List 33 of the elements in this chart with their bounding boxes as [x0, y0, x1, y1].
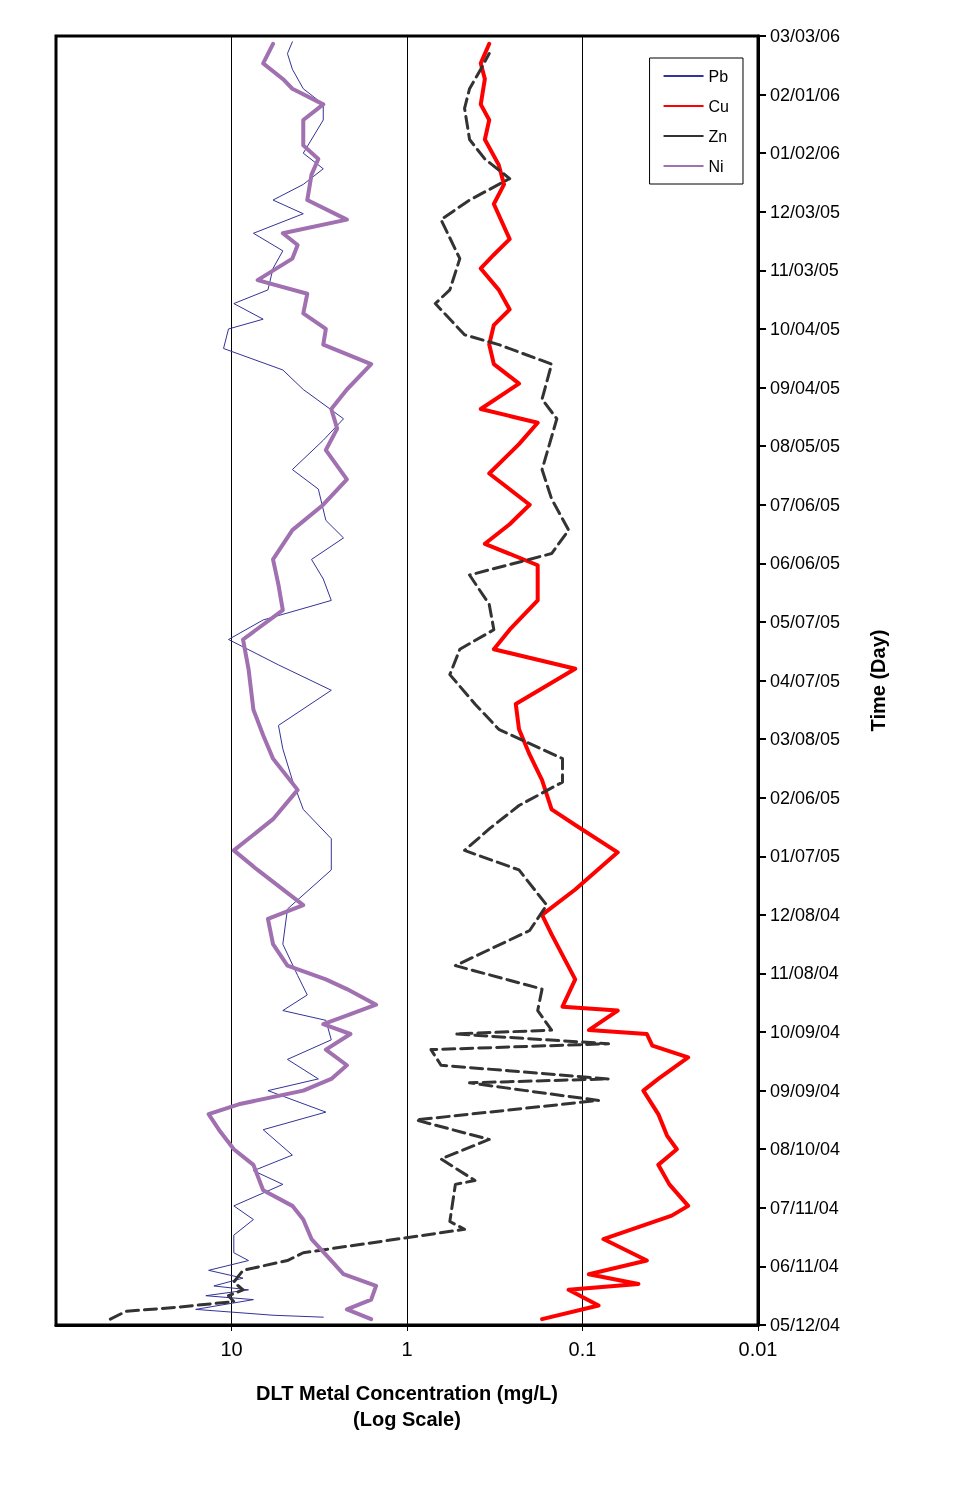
x-tick-label: 0.01 — [738, 1338, 778, 1360]
y-tick-label: 10/09/04 — [770, 1022, 841, 1043]
x-tick-label: 0.1 — [568, 1338, 597, 1360]
y-tick-label: 09/04/05 — [770, 377, 841, 398]
y-tick-label: 09/09/04 — [770, 1080, 841, 1101]
y-tick-label: 02/01/06 — [770, 84, 841, 105]
legend-label: Ni — [708, 157, 724, 175]
y-tick-label: 06/11/04 — [770, 1256, 839, 1277]
x-tick-label: 10 — [220, 1338, 243, 1360]
y-tick-label: 04/07/05 — [770, 670, 841, 691]
y-tick-label: 12/08/04 — [770, 904, 841, 925]
y-tick-label: 08/05/05 — [770, 436, 841, 457]
y-tick-label: 05/07/05 — [770, 611, 841, 632]
y-tick-label: 10/04/05 — [770, 318, 841, 339]
legend-label: Zn — [708, 127, 728, 145]
y-tick-label: 03/08/05 — [770, 729, 841, 750]
y-tick-label: 07/06/05 — [770, 494, 841, 515]
y-axis-title: Time (Day) — [867, 629, 889, 732]
x-axis-title: DLT Metal Concentration (mg/L) (Log Scale) — [256, 1382, 558, 1430]
y-tick-label: 05/12/04 — [770, 1315, 841, 1335]
y-tick-label: 01/02/06 — [770, 143, 841, 164]
legend-label: Pb — [708, 67, 729, 85]
y-tick-label: 02/06/05 — [770, 787, 841, 808]
legend-label: Cu — [708, 97, 729, 115]
y-tick-label: 12/03/05 — [770, 201, 841, 222]
y-tick-label: 11/03/05 — [770, 260, 839, 281]
y-tick-label: 06/06/05 — [770, 553, 841, 574]
y-tick-label: 07/11/04 — [770, 1197, 839, 1218]
y-tick-label: 01/07/05 — [770, 846, 841, 867]
x-tick-label: 1 — [401, 1338, 413, 1360]
y-tick-label: 03/03/06 — [770, 26, 841, 46]
y-tick-label: 08/10/04 — [770, 1139, 841, 1160]
y-tick-label: 11/08/04 — [770, 963, 839, 984]
